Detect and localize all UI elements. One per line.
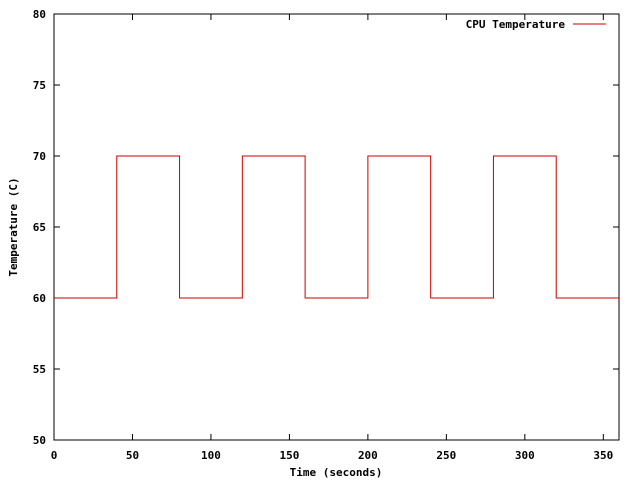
series-layer — [54, 155, 619, 299]
x-tick-label: 100 — [201, 449, 221, 462]
plot-area-frame — [53, 13, 620, 441]
y-tick-label: 60 — [33, 292, 46, 305]
axis-ticks — [53, 13, 619, 441]
y-tick-label: 70 — [33, 150, 46, 163]
x-tick-label: 0 — [51, 449, 58, 462]
y-tick-label: 75 — [33, 79, 46, 92]
x-tick-label: 200 — [358, 449, 378, 462]
series-line-0 — [54, 155, 619, 299]
x-tick-label: 150 — [279, 449, 299, 462]
x-tick-label: 300 — [515, 449, 535, 462]
legend-label: CPU Temperature — [466, 18, 566, 31]
y-tick-label: 50 — [33, 434, 46, 447]
y-axis-label: Temperature (C) — [7, 177, 20, 276]
x-axis-label: Time (seconds) — [290, 466, 383, 479]
y-tick-label: 65 — [33, 221, 46, 234]
y-tick-label: 80 — [33, 8, 46, 21]
axis-tick-labels: 0 50 100 150 200 250 300 350 50 55 60 65 70 75 80 — [33, 8, 613, 462]
y-tick-label: 55 — [33, 363, 46, 376]
x-tick-label: 50 — [126, 449, 139, 462]
legend: CPU Temperature — [466, 18, 606, 31]
x-tick-label: 250 — [436, 449, 456, 462]
x-tick-label: 350 — [593, 449, 613, 462]
